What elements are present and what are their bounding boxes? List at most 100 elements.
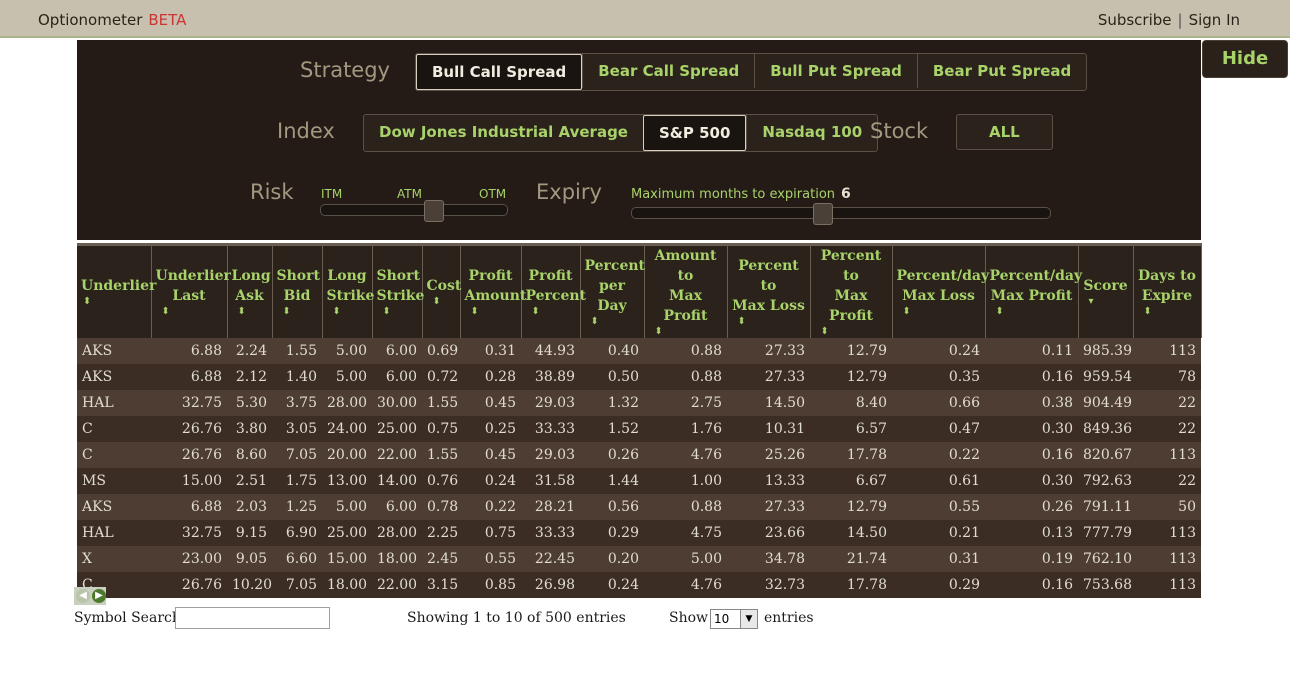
table-cell: 12.79 <box>810 338 892 364</box>
table-cell: 8.40 <box>810 390 892 416</box>
column-header[interactable]: Long Ask ⬍ <box>227 243 273 338</box>
risk-slider[interactable] <box>320 204 508 216</box>
stock-all-button[interactable]: ALL <box>989 123 1020 141</box>
column-header[interactable]: Profit Percent ⬍ <box>521 243 586 338</box>
table-cell: 959.54 <box>1078 364 1133 390</box>
table-cell: 28.00 <box>322 390 372 416</box>
table-cell: 1.32 <box>580 390 644 416</box>
sort-icon[interactable]: ⬍ <box>590 316 599 327</box>
table-cell: 1.75 <box>272 468 322 494</box>
chevron-down-icon[interactable]: ▼ <box>740 610 757 628</box>
subscribe-link[interactable]: Subscribe <box>1097 11 1172 29</box>
pager: ◀ ▶ <box>76 589 106 603</box>
table-cell: 33.33 <box>521 416 580 442</box>
table-cell: 13.33 <box>727 468 810 494</box>
table-row[interactable]: HAL 32.75 9.15 6.90 25.00 28.00 2.25 0.75 33.33 0… <box>77 520 1201 546</box>
column-header[interactable]: Percent to Max Profit ⬍ <box>810 243 893 338</box>
table-cell: 6.57 <box>810 416 892 442</box>
index-button-group: Dow Jones Industrial Average S&P 500 Nas… <box>363 114 879 152</box>
sort-icon[interactable]: ⬍ <box>1143 306 1152 317</box>
table-cell: 849.36 <box>1078 416 1133 442</box>
table-row[interactable]: AKS 6.88 2.03 1.25 5.00 6.00 0.78 0.22 28.21 0.56… <box>77 494 1201 520</box>
table-cell: 18.00 <box>322 572 372 598</box>
table-cell: 4.75 <box>644 520 727 546</box>
strategy-bear-call-spread[interactable]: Bear Call Spread <box>582 54 754 88</box>
column-header[interactable]: Profit Amount ⬍ <box>460 243 526 338</box>
table-cell: 10.20 <box>227 572 272 598</box>
column-header[interactable]: Score ▾ <box>1078 243 1134 338</box>
app-brand[interactable]: Optionometer BETA <box>38 11 186 29</box>
table-cell: 0.85 <box>460 572 521 598</box>
column-header[interactable]: Days to Expire ⬍ <box>1133 243 1202 338</box>
sort-icon[interactable]: ⬍ <box>902 306 911 317</box>
sort-icon[interactable]: ⬍ <box>332 306 341 317</box>
column-header-text: Percent/day <box>896 268 990 284</box>
sort-icon[interactable]: ⬍ <box>432 296 441 307</box>
sort-icon[interactable]: ⬍ <box>83 296 92 307</box>
next-arrow-icon[interactable]: ▶ <box>92 589 106 603</box>
sort-icon[interactable]: ⬍ <box>282 306 291 317</box>
sign-in-link[interactable]: Sign In <box>1188 11 1240 29</box>
risk-tick-itm: ITM <box>321 187 343 201</box>
table-cell: 0.11 <box>985 338 1078 364</box>
column-header[interactable]: Percent/day Max Profit ⬍ <box>985 243 1082 338</box>
table-row[interactable]: AKS 6.88 2.12 1.40 5.00 6.00 0.72 0.28 38.89 0.50… <box>77 364 1201 390</box>
table-row[interactable]: C 26.76 10.20 7.05 18.00 22.00 3.15 0.85 26.98 0.… <box>77 572 1201 598</box>
sort-icon[interactable]: ⬍ <box>531 306 540 317</box>
table-row[interactable]: C 26.76 3.80 3.05 24.00 25.00 0.75 0.25 33.33 1.5… <box>77 416 1201 442</box>
expiry-slider-handle[interactable] <box>813 203 833 225</box>
strategy-bull-put-spread[interactable]: Bull Put Spread <box>754 54 917 88</box>
column-header[interactable]: Short Bid ⬍ <box>272 243 323 338</box>
sort-icon[interactable]: ⬍ <box>470 306 479 317</box>
results-table: Underlier ⬍ Underlier Last ⬍ Long Ask ⬍ Short Bid… <box>77 243 1202 598</box>
table-cell: 1.00 <box>644 468 727 494</box>
page-size-select[interactable]: 10 ▼ <box>710 609 758 629</box>
table-row[interactable]: X 23.00 9.05 6.60 15.00 18.00 2.45 0.55 22.45 0.2… <box>77 546 1201 572</box>
symbol-search-input[interactable] <box>175 607 330 629</box>
column-header[interactable]: Percent per Day ⬍ <box>580 243 645 338</box>
column-header[interactable]: Percent to Max Loss ⬍ <box>727 243 811 338</box>
column-header-text: Ask <box>235 288 264 304</box>
table-row[interactable]: AKS 6.88 2.24 1.55 5.00 6.00 0.69 0.31 44.93 0.40… <box>77 338 1201 364</box>
table-cell: 22.45 <box>521 546 580 572</box>
sort-icon[interactable]: ⬍ <box>995 306 1004 317</box>
column-header[interactable]: Amount to Max Profit ⬍ <box>644 243 728 338</box>
table-row[interactable]: MS 15.00 2.51 1.75 13.00 14.00 0.76 0.24 31.58 1.… <box>77 468 1201 494</box>
table-row[interactable]: C 26.76 8.60 7.05 20.00 22.00 1.55 0.45 29.03 0.2… <box>77 442 1201 468</box>
table-cell: 0.38 <box>985 390 1078 416</box>
table-cell: 0.72 <box>422 364 460 390</box>
column-header[interactable]: Underlier Last ⬍ <box>151 243 231 338</box>
column-header[interactable]: Short Strike ⬍ <box>372 243 424 338</box>
column-header[interactable]: Cost ⬍ <box>422 243 461 338</box>
prev-arrow-icon[interactable]: ◀ <box>76 589 90 603</box>
index-dow-jones[interactable]: Dow Jones Industrial Average <box>379 123 628 141</box>
column-header[interactable]: Underlier ⬍ <box>77 243 156 338</box>
column-header[interactable]: Long Strike ⬍ <box>322 243 374 338</box>
column-header[interactable]: Percent/day Max Loss ⬍ <box>892 243 990 338</box>
sort-icon[interactable]: ⬍ <box>382 306 391 317</box>
table-cell: 50 <box>1133 494 1201 520</box>
table-cell: 777.79 <box>1078 520 1133 546</box>
index-nasdaq-100[interactable]: Nasdaq 100 <box>746 115 877 149</box>
risk-slider-handle[interactable] <box>424 200 444 222</box>
table-cell: 0.45 <box>460 390 521 416</box>
sort-icon[interactable]: ⬍ <box>820 326 829 337</box>
hide-panel-button[interactable]: Hide <box>1202 40 1288 78</box>
sort-icon[interactable]: ⬍ <box>237 306 246 317</box>
strategy-bull-call-spread[interactable]: Bull Call Spread <box>416 54 583 90</box>
table-cell: AKS <box>77 364 151 390</box>
sort-icon[interactable]: ⬍ <box>161 306 170 317</box>
sort-icon[interactable]: ⬍ <box>654 326 663 337</box>
table-cell: 0.19 <box>985 546 1078 572</box>
strategy-bear-put-spread[interactable]: Bear Put Spread <box>916 54 1086 88</box>
table-row[interactable]: HAL 32.75 5.30 3.75 28.00 30.00 1.55 0.45 29.03 1… <box>77 390 1201 416</box>
index-sp500[interactable]: S&P 500 <box>642 115 747 151</box>
table-cell: 0.25 <box>460 416 521 442</box>
table-cell: 7.05 <box>272 442 322 468</box>
table-cell: 820.67 <box>1078 442 1133 468</box>
table-cell: 0.55 <box>892 494 985 520</box>
sort-desc-icon[interactable]: ▾ <box>1088 296 1094 307</box>
expiry-slider[interactable] <box>631 207 1051 219</box>
table-cell: 6.88 <box>151 338 227 364</box>
sort-icon[interactable]: ⬍ <box>737 316 746 327</box>
